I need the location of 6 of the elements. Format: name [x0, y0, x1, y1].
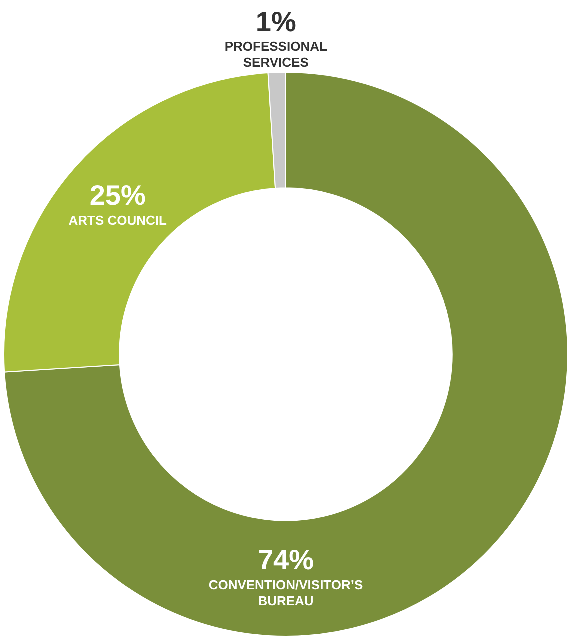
data-label: 74% — [258, 544, 314, 576]
data-label: 1% — [256, 6, 296, 38]
data-label: 25% — [90, 180, 146, 211]
slice-label: ARTS COUNCIL — [68, 212, 167, 228]
slice-label: PROFESSIONAL SERVICES — [224, 39, 328, 70]
slice-label: CONVENTION/VISITOR’S BUREAU — [208, 577, 364, 608]
